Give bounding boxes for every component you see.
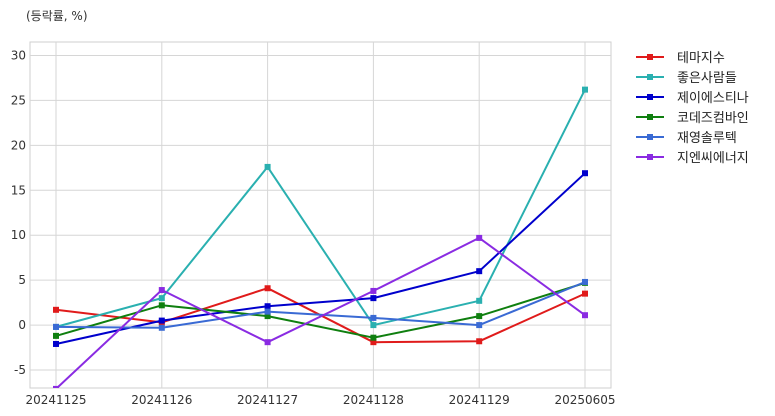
y-axis-ticks: -5 0 5 10 15 20 25 30 [11, 48, 26, 377]
legend-item: 코데즈컴바인 [636, 111, 749, 126]
data-point [370, 314, 377, 321]
data-point [582, 86, 588, 93]
series-line [55, 281, 586, 339]
legend-label: 지엔씨에너지 [677, 151, 749, 166]
data-point [264, 285, 271, 292]
legend-item: 재영솔루텍 [636, 131, 737, 146]
y-tick-label: 0 [18, 318, 26, 332]
x-tick-label: 20241129 [449, 393, 510, 407]
y-tick-label: 25 [11, 93, 26, 107]
legend-item: 좋은사람들 [636, 71, 737, 86]
legend-label: 재영솔루텍 [677, 131, 737, 146]
x-tick-label: 20241126 [131, 393, 192, 407]
plot-area [29, 41, 612, 389]
series-line [55, 281, 586, 329]
data-point [53, 332, 59, 339]
data-point [476, 297, 483, 304]
data-point [370, 334, 377, 341]
series-lines [53, 86, 588, 388]
legend-marker [647, 154, 653, 160]
legend-label: 제이에스티나 [677, 91, 749, 106]
data-point [476, 313, 483, 320]
x-tick-label: 20250605 [554, 393, 615, 407]
data-point [264, 339, 271, 346]
series-line [55, 89, 586, 328]
legend-marker [647, 94, 653, 100]
y-tick-label: 30 [11, 48, 26, 62]
y-tick-label: 15 [11, 183, 26, 197]
data-point [53, 385, 59, 388]
x-tick-label: 20241128 [343, 393, 404, 407]
data-point [158, 324, 165, 331]
y-tick-label: 5 [18, 273, 26, 287]
data-point [53, 323, 59, 330]
y-tick-label: 20 [11, 138, 26, 152]
series-line [55, 172, 586, 345]
legend-marker [647, 54, 653, 60]
legend-label: 코데즈컴바인 [677, 111, 749, 126]
legend-item: 제이에스티나 [636, 91, 749, 106]
legend-item: 지엔씨에너지 [636, 151, 749, 166]
data-point [582, 170, 588, 177]
legend-marker [647, 114, 653, 120]
data-point [370, 287, 377, 294]
data-point [158, 317, 165, 324]
data-point [476, 234, 483, 241]
data-point [582, 312, 588, 319]
data-point [264, 163, 271, 170]
data-point [370, 295, 377, 302]
x-axis-ticks: 20241125 20241126 20241127 20241128 20241129… [25, 393, 615, 407]
x-tick-label: 20241127 [237, 393, 298, 407]
data-point [158, 302, 165, 309]
data-point [158, 295, 165, 302]
legend-marker [647, 74, 653, 80]
data-point [53, 340, 59, 347]
y-tick-label: 10 [11, 228, 26, 242]
series-6 [53, 234, 588, 388]
data-point [582, 278, 588, 285]
y-tick-label: -5 [14, 363, 26, 377]
data-point [370, 339, 377, 346]
series-line [55, 236, 586, 388]
data-point [264, 313, 271, 320]
data-point [582, 290, 588, 297]
legend-marker [647, 134, 653, 140]
y-unit-label: (등락률, %) [26, 9, 88, 23]
data-point [264, 303, 271, 310]
data-point [370, 322, 377, 329]
legend-label: 좋은사람들 [677, 71, 737, 86]
legend-item: 테마지수 [636, 51, 725, 66]
grid [30, 42, 611, 388]
data-point [53, 306, 59, 313]
data-point [476, 322, 483, 329]
data-point [264, 308, 271, 315]
series-5 [53, 278, 588, 331]
legend-label: 테마지수 [677, 51, 725, 66]
x-tick-label: 20241125 [25, 393, 86, 407]
data-point [476, 268, 483, 275]
data-point [158, 287, 165, 294]
data-point [476, 338, 483, 345]
series-3 [53, 170, 588, 347]
